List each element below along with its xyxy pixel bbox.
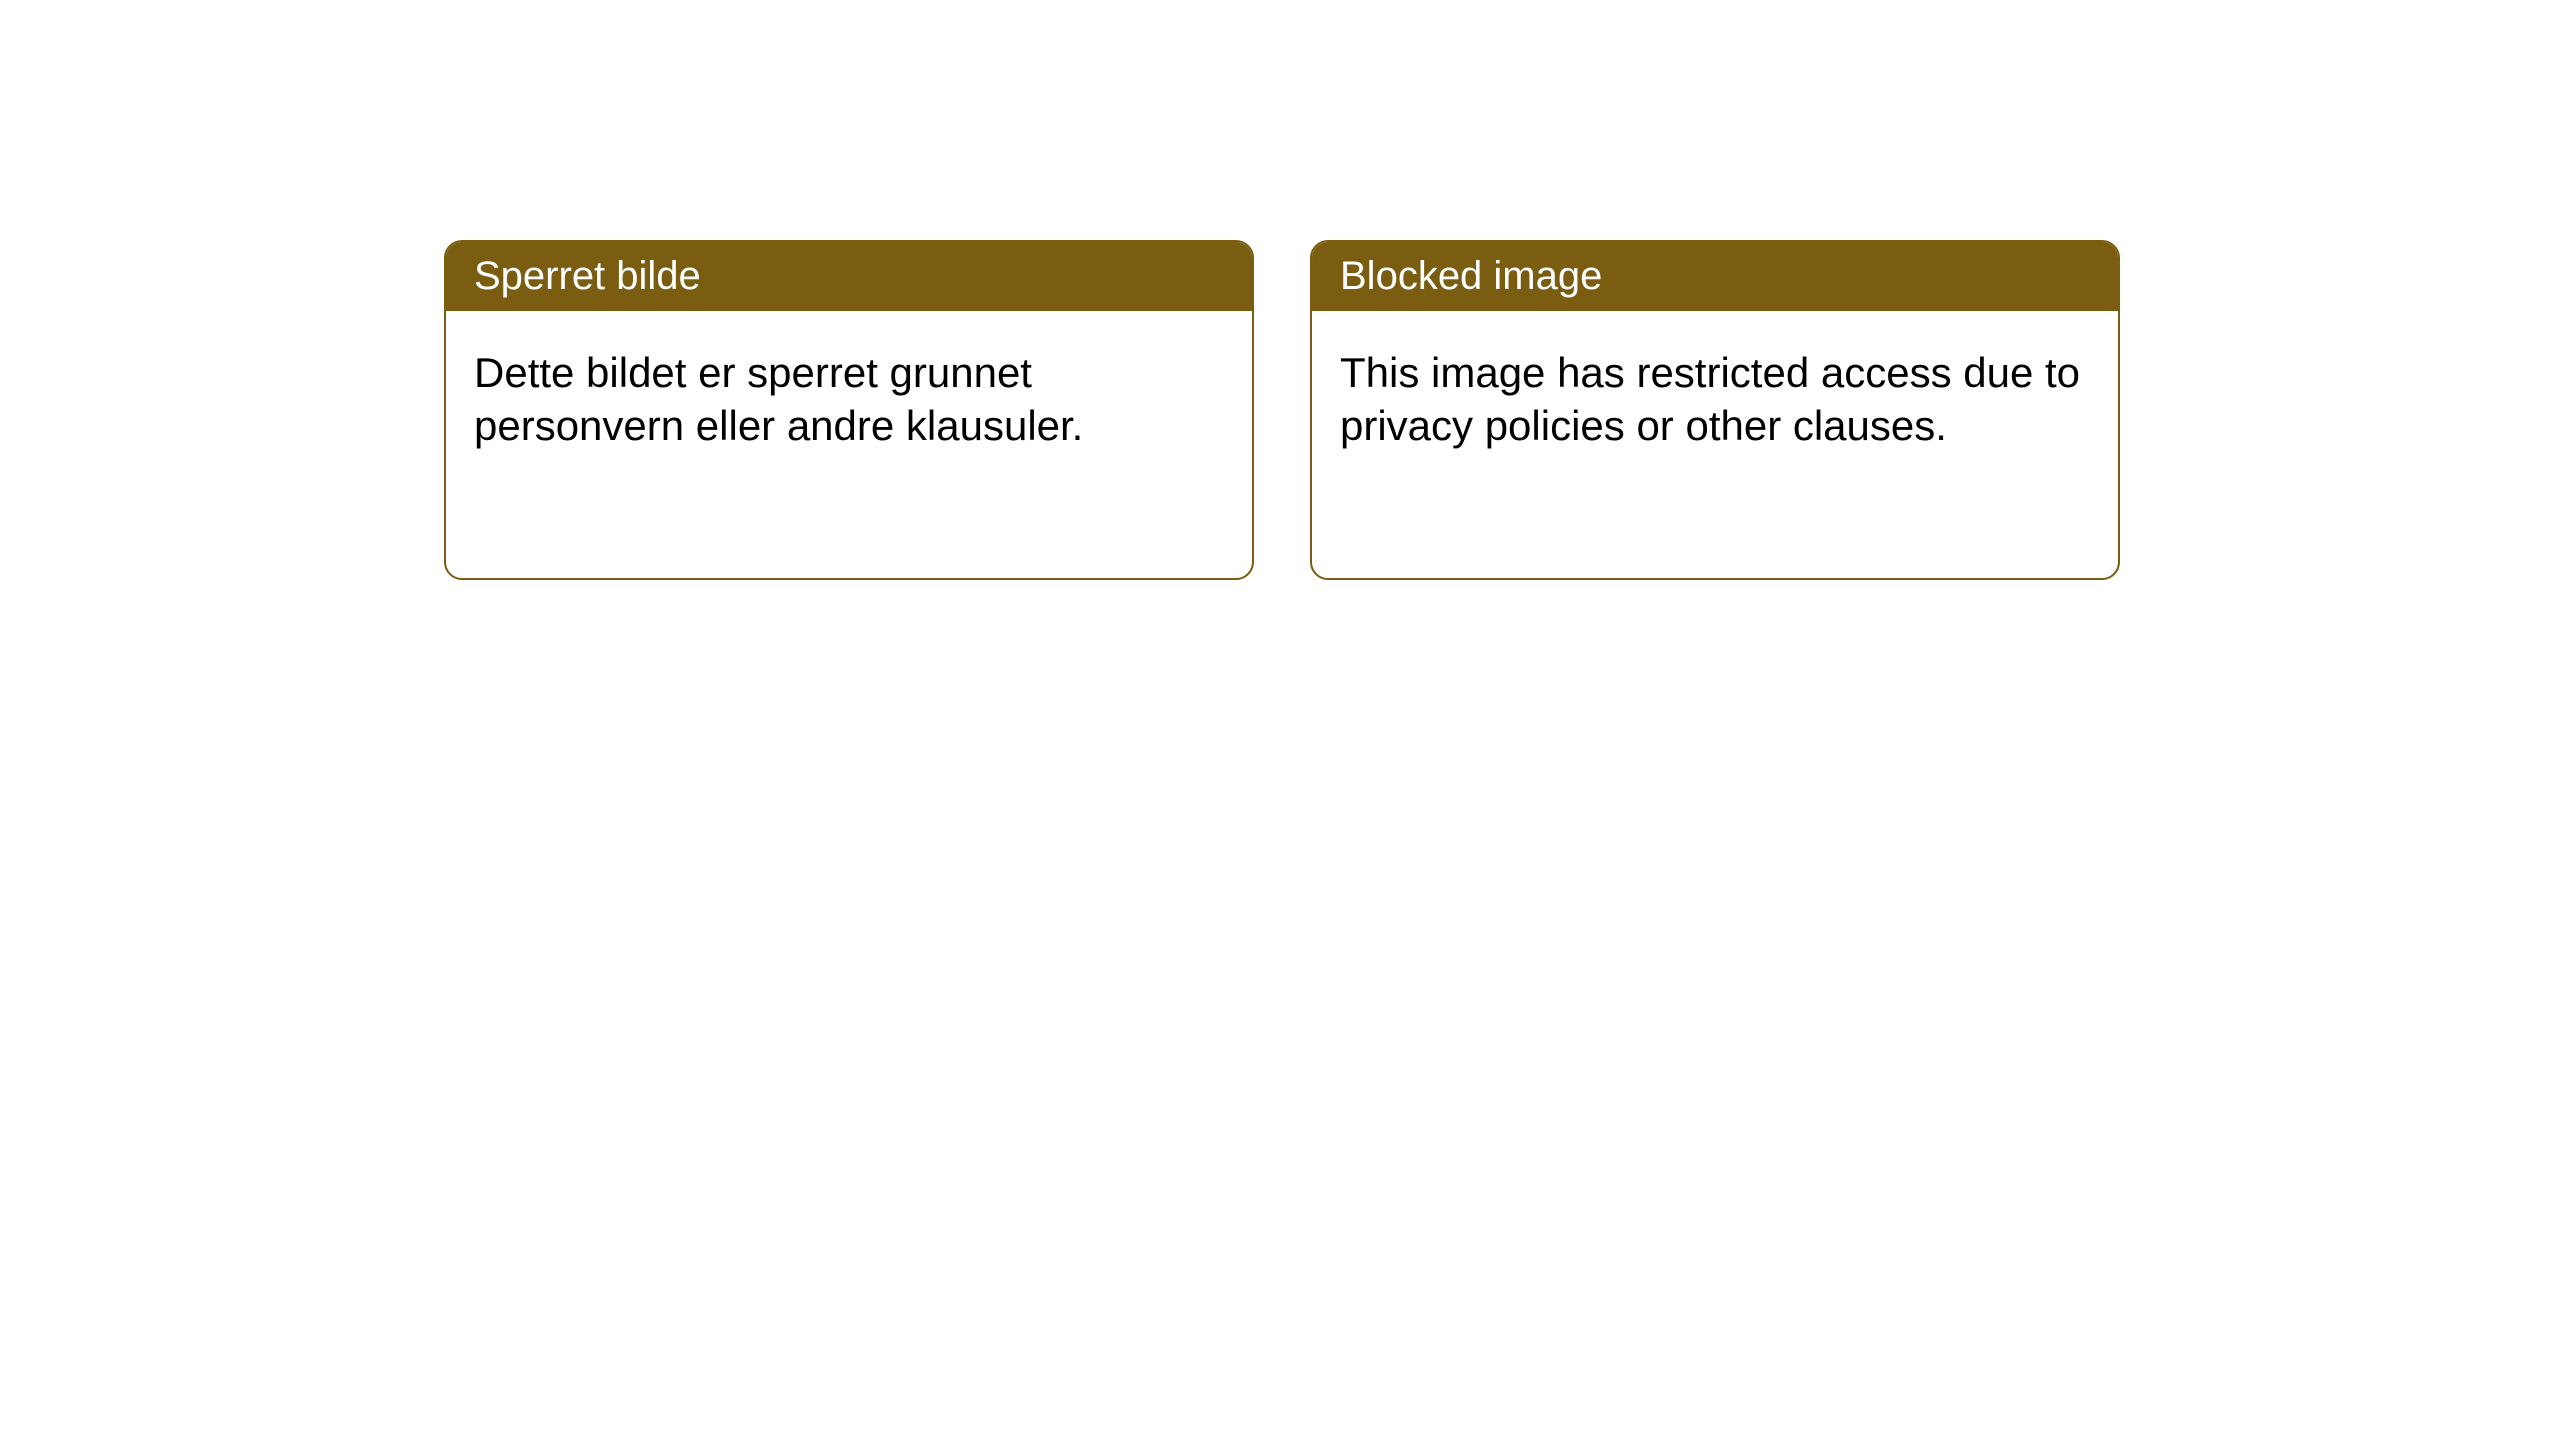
notice-card-english: Blocked image This image has restricted …	[1310, 240, 2120, 580]
notice-body: This image has restricted access due to …	[1312, 311, 2118, 488]
notice-message: This image has restricted access due to …	[1340, 349, 2080, 449]
notice-header: Blocked image	[1312, 242, 2118, 311]
notice-header: Sperret bilde	[446, 242, 1252, 311]
notice-title: Blocked image	[1340, 254, 1602, 298]
notice-message: Dette bildet er sperret grunnet personve…	[474, 349, 1083, 449]
notice-title: Sperret bilde	[474, 254, 701, 298]
notice-card-norwegian: Sperret bilde Dette bildet er sperret gr…	[444, 240, 1254, 580]
notice-body: Dette bildet er sperret grunnet personve…	[446, 311, 1252, 488]
notice-container: Sperret bilde Dette bildet er sperret gr…	[444, 240, 2120, 580]
